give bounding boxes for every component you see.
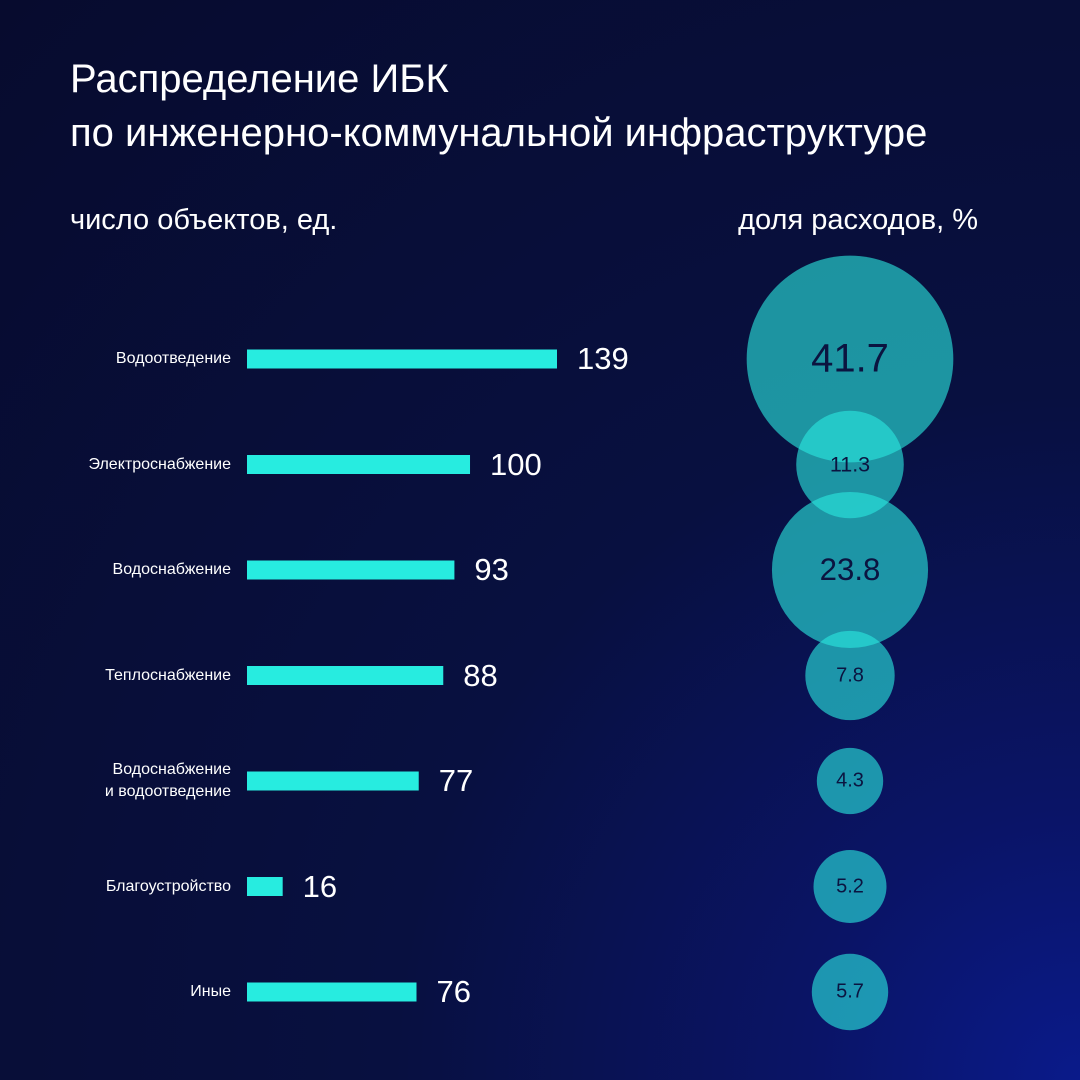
bubble [811, 953, 889, 1031]
value-label: 93 [474, 552, 509, 587]
value-label: 16 [302, 868, 338, 904]
bubble [771, 491, 929, 649]
bubble-label: 5.7 [836, 980, 864, 1003]
value-label: 76 [436, 974, 471, 1009]
bubble-label: 7.8 [836, 664, 864, 686]
bar [247, 666, 444, 685]
bubble-label: 41.7 [811, 336, 889, 381]
value-label: 88 [463, 657, 498, 693]
bar [247, 771, 419, 791]
chart-title: Распределение ИБК по инженерно-коммуналь… [70, 57, 928, 155]
bar [247, 349, 557, 369]
category-label: Водоснабжение и водоотведение [104, 761, 231, 800]
bar [247, 877, 283, 896]
bubble-subtitle: доля расходов, % [738, 204, 978, 236]
bubble [746, 255, 954, 463]
category-label: Благоустройство [105, 877, 231, 895]
bubble [813, 850, 887, 923]
bar [247, 455, 471, 474]
bar [247, 560, 455, 580]
bubble [816, 747, 884, 815]
bubble-label: 5.2 [836, 875, 864, 897]
value-label: 139 [577, 341, 629, 376]
bar [247, 982, 417, 1002]
bubble [796, 410, 904, 519]
category-label: Иные [190, 983, 231, 1000]
category-label: Теплоснабжение [105, 666, 231, 684]
value-label: 77 [438, 763, 474, 798]
category-label: Электроснабжение [88, 455, 232, 473]
bubble [805, 630, 895, 721]
bar-subtitle: число объектов, ед. [70, 204, 338, 236]
bubble-label: 11.3 [829, 452, 871, 476]
bubble-label: 23.8 [819, 552, 881, 587]
category-label: Водоотведение [115, 350, 231, 367]
bubble-label: 4.3 [836, 769, 864, 792]
category-label: Водоснабжение [112, 561, 231, 578]
value-label: 100 [490, 446, 542, 482]
